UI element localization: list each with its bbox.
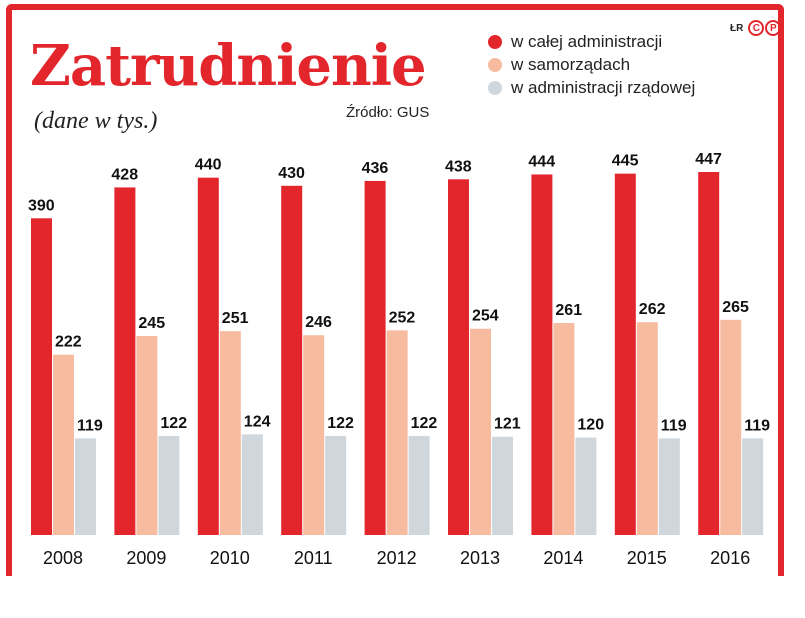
value-label-local-2009: 245 <box>138 315 165 332</box>
bar-government-2016 <box>742 438 764 535</box>
bar-government-2014 <box>575 437 597 535</box>
legend-dot-total <box>488 34 502 49</box>
value-label-government-2008: 119 <box>77 417 103 434</box>
bar-total-2013 <box>448 179 469 536</box>
value-label-local-2011: 246 <box>305 314 332 331</box>
bar-total-2010 <box>197 177 219 535</box>
value-label-total-2012: 436 <box>362 160 389 177</box>
value-label-total-2013: 438 <box>445 158 472 175</box>
bar-local-2016 <box>720 319 742 535</box>
bar-local-2013 <box>470 328 491 535</box>
bar-government-2010 <box>241 434 263 535</box>
bar-government-2011 <box>325 435 347 535</box>
x-tick-2010: 2010 <box>210 548 250 568</box>
bar-government-2008 <box>75 438 96 535</box>
brand-badge-p: P <box>765 20 782 36</box>
value-label-total-2010: 440 <box>195 157 222 174</box>
value-label-total-2011: 430 <box>278 165 305 182</box>
bar-local-2009 <box>136 336 158 535</box>
brand-letters: ŁR <box>730 22 744 34</box>
legend: w całej administracji w samorządach w ad… <box>488 30 695 99</box>
x-tick-2011: 2011 <box>294 548 333 568</box>
value-label-total-2016: 447 <box>695 151 722 168</box>
bar-total-2009 <box>114 187 136 535</box>
bar-total-2016 <box>698 172 720 535</box>
legend-item-local: w samorządach <box>488 53 695 76</box>
x-tick-2012: 2012 <box>377 548 417 568</box>
legend-dot-local <box>488 57 502 72</box>
chart-subtitle: (dane w tys.) <box>34 108 158 134</box>
x-tick-2008: 2008 <box>43 548 83 568</box>
bar-government-2015 <box>658 438 680 535</box>
legend-item-government: w administracji rządowej <box>488 76 695 99</box>
bar-government-2009 <box>158 435 180 535</box>
bar-local-2008 <box>53 354 74 535</box>
bar-total-2015 <box>614 173 636 536</box>
x-tick-2009: 2009 <box>126 548 166 568</box>
value-label-government-2016: 119 <box>744 417 770 434</box>
bar-total-2012 <box>364 180 386 535</box>
x-tick-2015: 2015 <box>627 548 667 568</box>
value-label-total-2008: 390 <box>28 197 55 214</box>
bar-local-2014 <box>553 323 575 535</box>
value-label-government-2011: 122 <box>327 415 354 432</box>
legend-item-total: w całej administracji <box>488 30 695 53</box>
value-label-government-2015: 119 <box>661 417 687 434</box>
legend-label-total: w całej administracji <box>511 31 663 51</box>
x-tick-2014: 2014 <box>543 548 583 568</box>
bar-government-2012 <box>408 435 430 535</box>
chart-title: Zatrudnienie <box>30 33 427 99</box>
bar-local-2010 <box>219 331 241 535</box>
value-label-local-2013: 254 <box>472 308 499 325</box>
bar-total-2014 <box>531 174 553 535</box>
value-label-total-2015: 445 <box>612 153 639 170</box>
x-tick-2013: 2013 <box>460 548 500 568</box>
value-label-local-2012: 252 <box>389 309 416 326</box>
bar-total-2008 <box>31 218 52 536</box>
value-label-local-2010: 251 <box>222 310 249 327</box>
value-label-local-2015: 262 <box>639 301 666 318</box>
value-label-government-2013: 121 <box>494 416 521 433</box>
value-label-government-2012: 122 <box>411 415 438 432</box>
bar-total-2011 <box>281 185 303 536</box>
value-label-local-2014: 261 <box>555 302 582 319</box>
bar-government-2013 <box>492 436 513 535</box>
value-label-government-2009: 122 <box>160 415 187 432</box>
legend-dot-government <box>488 80 502 95</box>
value-label-total-2009: 428 <box>111 166 138 183</box>
bar-local-2011 <box>303 335 325 535</box>
source-note: Źródło: GUS <box>346 104 430 121</box>
legend-label-government: w administracji rządowej <box>511 77 696 97</box>
value-label-local-2016: 265 <box>722 299 749 316</box>
value-label-total-2014: 444 <box>528 153 555 170</box>
bar-local-2012 <box>386 330 408 535</box>
value-label-government-2014: 120 <box>577 417 604 434</box>
value-label-government-2010: 124 <box>244 413 271 430</box>
value-label-local-2008: 222 <box>55 334 82 351</box>
x-tick-2016: 2016 <box>710 548 750 568</box>
brand-logo: ŁR C P <box>730 20 782 36</box>
brand-badge-c: C <box>748 20 765 36</box>
bar-local-2015 <box>636 322 658 535</box>
legend-label-local: w samorządach <box>511 54 631 74</box>
